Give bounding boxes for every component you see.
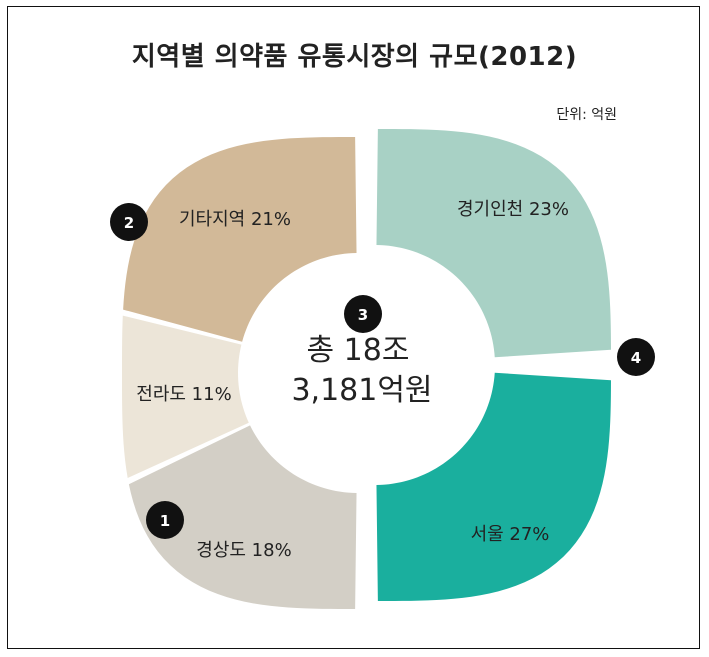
slice-label-4: 전라도 11%: [136, 384, 231, 405]
donut-slices: [122, 129, 611, 609]
slice-labels: 경기인천 23% 서울 27% 경상도 18% 전라도 11% 기타지역 21%: [136, 199, 569, 561]
badge-2: 2: [110, 203, 148, 241]
badge-1: 1: [146, 501, 184, 539]
unit-label: 단위: 억원: [556, 107, 617, 123]
slice-5: [123, 137, 357, 342]
slice-label-2: 서울 27%: [471, 524, 550, 545]
slice-label-5: 기타지역 21%: [179, 209, 291, 230]
slice-2: [376, 372, 611, 601]
slice-3: [128, 425, 357, 609]
badge-4-text: 4: [631, 349, 641, 367]
center-total-line2: 3,181억원: [291, 373, 432, 408]
badge-3: 3: [344, 295, 382, 333]
center-total-line1: 총 18조: [307, 333, 410, 368]
slice-label-1: 경기인천 23%: [457, 199, 569, 220]
badge-3-text: 3: [358, 306, 368, 324]
slice-label-3: 경상도 18%: [196, 540, 291, 561]
chart-title: 지역별 의약품 유통시장의 규모(2012): [131, 42, 578, 72]
badge-1-text: 1: [160, 512, 170, 530]
slice-4: [122, 315, 249, 478]
badge-4: 4: [617, 338, 655, 376]
slice-1: [376, 129, 611, 358]
badge-2-text: 2: [124, 214, 134, 232]
